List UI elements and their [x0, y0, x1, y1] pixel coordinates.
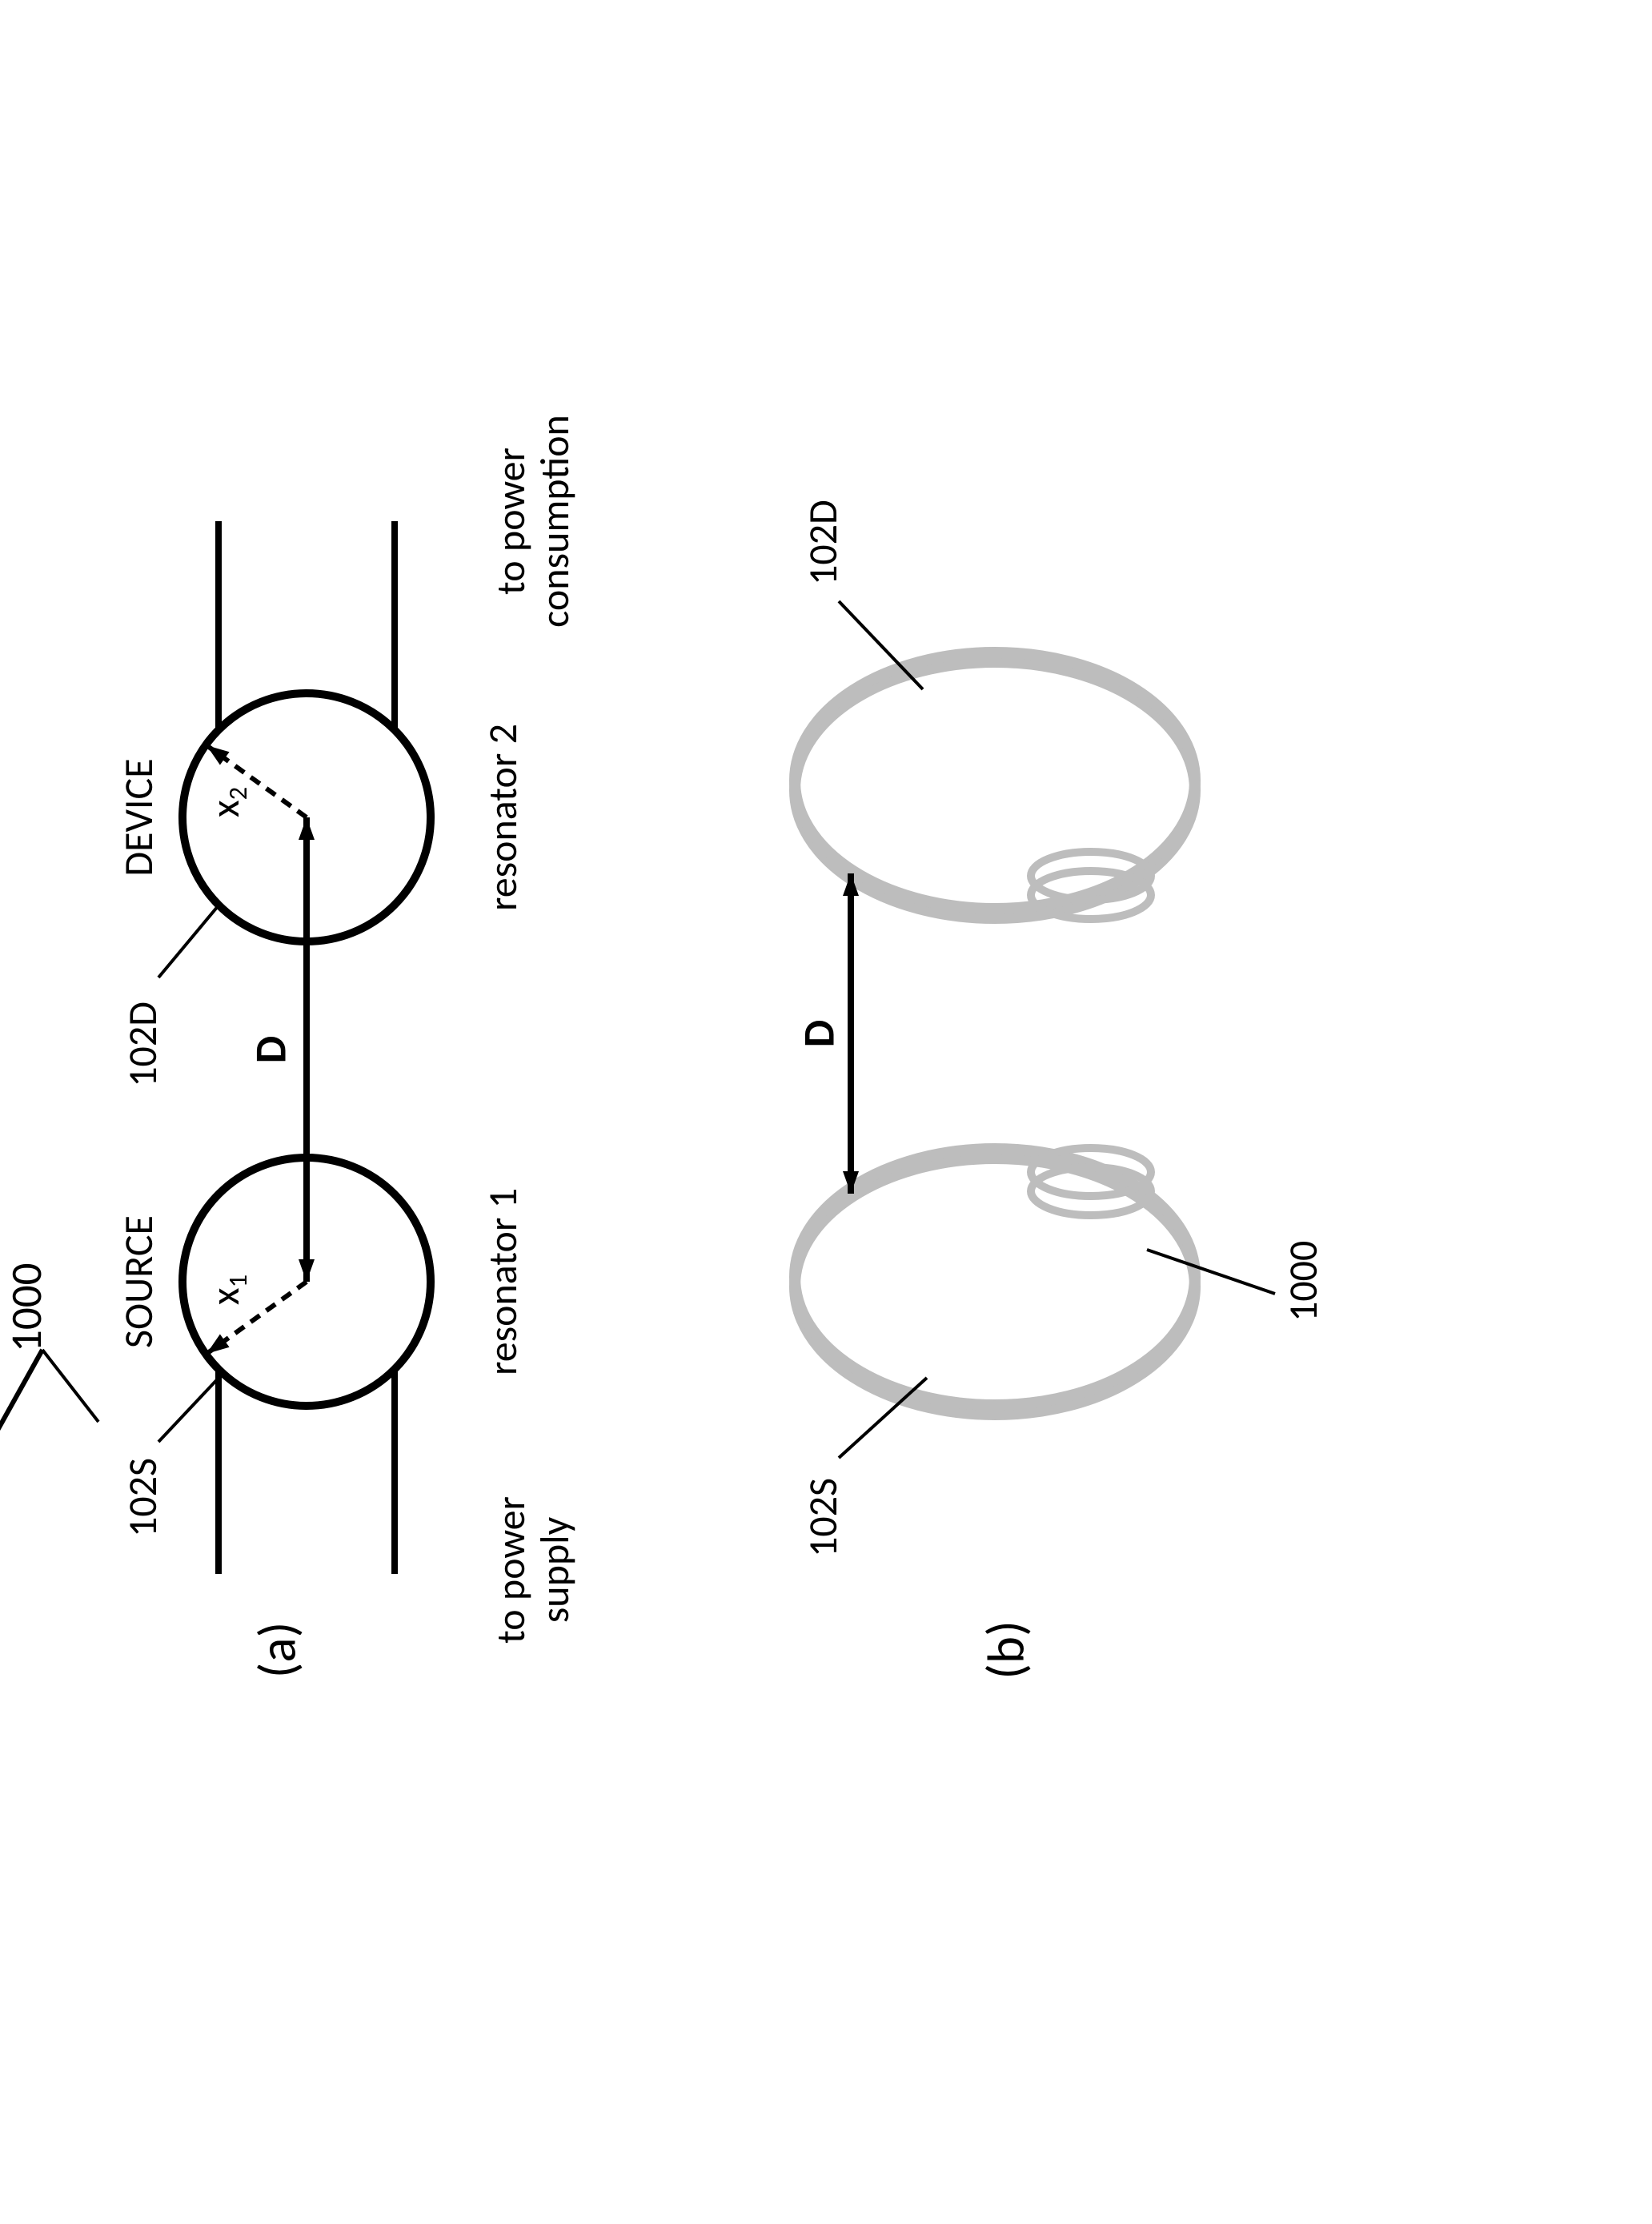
ref-102D-b: 102D — [799, 500, 848, 585]
radius-label-x2: x2 — [201, 787, 254, 817]
ref-102S-a: 102S — [118, 1458, 167, 1537]
resonator1-label: resonator 1 — [479, 1188, 527, 1375]
ref-line-102S-a — [158, 1374, 223, 1442]
supply-text-1: to power — [487, 1496, 535, 1644]
radius-label-x1: x1 — [201, 1275, 254, 1305]
resonator2-label: resonator 2 — [479, 724, 527, 911]
consumption-text-1: to power — [487, 448, 535, 595]
line — [0, 1350, 42, 1938]
panel-a-label: (a) — [247, 1622, 310, 1679]
ref-1000-b: 1000 — [1279, 1241, 1328, 1322]
ref-line-1000-b — [1147, 1250, 1275, 1294]
coil-turn — [795, 1158, 1195, 1415]
device-label: DEVICE — [114, 758, 163, 876]
source-label: SOURCE — [114, 1215, 163, 1348]
panel-b-label: (b) — [975, 1620, 1038, 1680]
arrowhead — [299, 1259, 315, 1282]
distance-label-a: D — [243, 1036, 297, 1064]
ref-line-102D-a — [158, 905, 219, 978]
ref-line-1000 — [42, 1350, 98, 1422]
ref-102D-a: 102D — [118, 1002, 167, 1087]
coil-turn — [795, 652, 1195, 909]
supply-text-2: supply — [531, 1516, 579, 1623]
ref-102S-b: 102S — [799, 1478, 848, 1557]
distance-label-b: D — [792, 1020, 845, 1048]
system-ref-1000: 1000 — [0, 1263, 53, 1352]
consumption-text-2: consumption — [531, 415, 579, 628]
arrowhead — [299, 817, 315, 840]
